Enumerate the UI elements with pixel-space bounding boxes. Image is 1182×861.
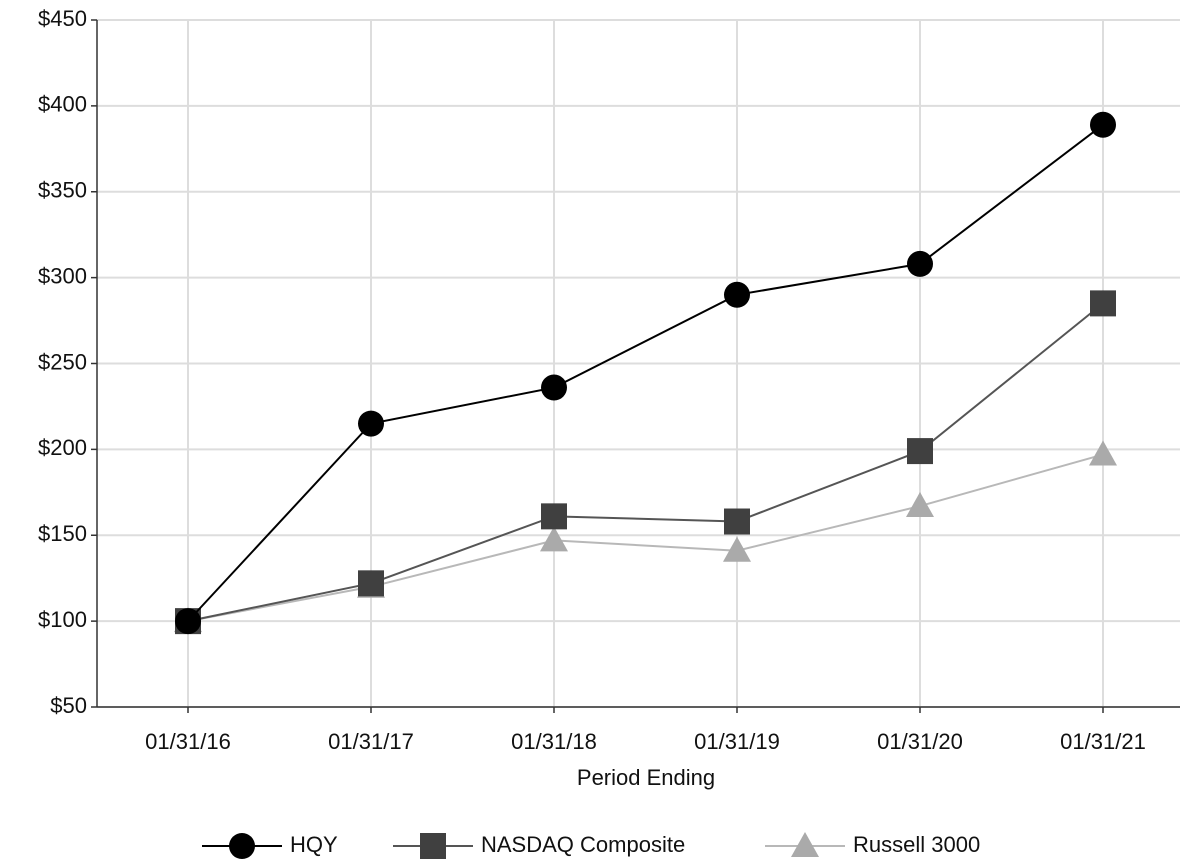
marker (723, 536, 751, 562)
marker (907, 438, 933, 465)
marker (540, 526, 568, 552)
marker (1089, 440, 1117, 466)
y-tick-label: $400 (38, 92, 87, 117)
marker (541, 503, 567, 530)
y-tick-label: $200 (38, 435, 87, 460)
legend-label: HQY (290, 832, 338, 857)
x-axis-label: Period Ending (577, 765, 715, 790)
marker (724, 281, 750, 308)
marker (541, 374, 567, 401)
marker (420, 833, 446, 859)
series-line (187, 453, 1104, 623)
marker (229, 833, 255, 859)
y-tick-label: $100 (38, 607, 87, 632)
y-tick-label: $450 (38, 6, 87, 31)
y-tick-label: $250 (38, 349, 87, 374)
marker (1090, 111, 1116, 138)
x-tick-label: 01/31/18 (511, 729, 597, 754)
marker (907, 250, 933, 277)
x-tick-label: 01/31/16 (145, 729, 231, 754)
marker (1090, 290, 1116, 317)
y-tick-label: $350 (38, 178, 87, 203)
legend-label: Russell 3000 (853, 832, 980, 857)
marker (175, 608, 201, 635)
series-line (187, 302, 1104, 623)
x-tick-label: 01/31/19 (694, 729, 780, 754)
x-tick-label: 01/31/21 (1060, 729, 1146, 754)
legend-label: NASDAQ Composite (481, 832, 685, 857)
y-tick-label: $50 (50, 693, 87, 718)
marker (724, 508, 750, 535)
x-tick-label: 01/31/20 (877, 729, 963, 754)
y-tick-label: $150 (38, 521, 87, 546)
marker (906, 492, 934, 518)
series-line (187, 123, 1104, 622)
x-tick-label: 01/31/17 (328, 729, 414, 754)
marker (358, 570, 384, 597)
y-tick-label: $300 (38, 263, 87, 288)
marker (358, 410, 384, 437)
marker (791, 832, 819, 857)
